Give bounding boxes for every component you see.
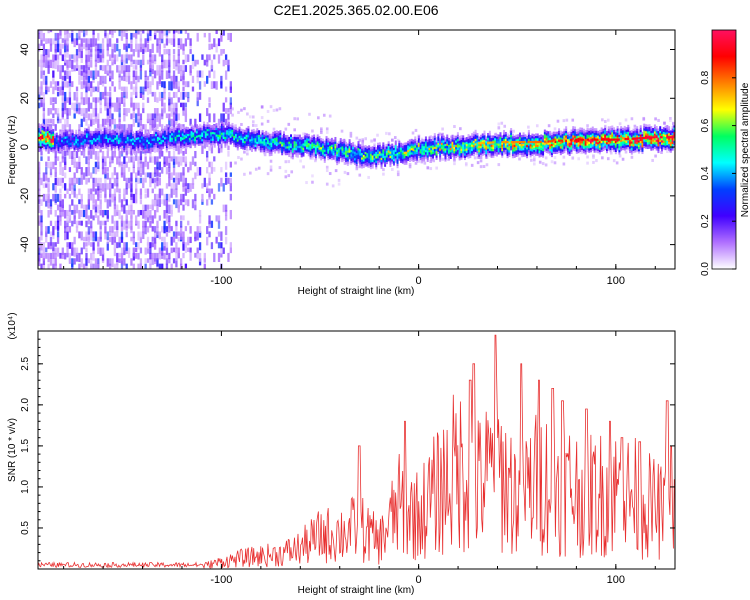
colorbar-tick-label: 0.8 (700, 70, 711, 84)
spectrogram-x-tick-label: -100 (210, 275, 232, 287)
snr-y-tick-label: 2.0 (20, 397, 31, 411)
snr-y-label: SNR (10 * v/v) (7, 418, 18, 482)
colorbar-tick-label: 0.2 (700, 214, 711, 228)
snr-y-tick-label: 1.0 (20, 480, 31, 494)
colorbar-gradient (711, 29, 737, 270)
spectrogram-y-tick-label: -20 (19, 188, 31, 204)
spectrogram-x-tick-label: 100 (607, 275, 625, 287)
snr-axes: -100 0 100 0.5 1.0 1.5 2.0 2.5 (20, 331, 675, 586)
spectrogram-y-tick-label: 40 (19, 43, 31, 55)
snr-y-tick-label: 2.5 (20, 356, 31, 370)
chart-title: C2E1.2025.365.02.00.E06 (273, 2, 438, 18)
spectrogram-y-tick-label: 0 (19, 144, 31, 150)
snr-x-tick-label: 100 (607, 574, 625, 586)
spectrogram-frame (37, 29, 676, 270)
snr-x-label: Height of straight line (km) (298, 585, 415, 596)
colorbar: 0.0 0.2 0.4 0.6 0.8 Normalized spectral ampl… (700, 29, 750, 276)
colorbar-label: Normalized spectral amplitude (740, 82, 750, 217)
colorbar-ticks: 0.0 0.2 0.4 0.6 0.8 (700, 70, 736, 276)
colorbar-tick-label: 0.4 (700, 166, 711, 180)
spectrogram-panel: -100 0 100 40 20 0 -20 -40 Height of straight l… (7, 29, 676, 297)
snr-series-line (38, 334, 675, 569)
spectrogram-y-tick-label: -40 (19, 237, 31, 253)
spectrogram-axes: -100 0 100 40 20 0 -20 -40 (19, 30, 675, 287)
snr-frame (37, 330, 676, 570)
spectrogram-y-tick-label: 20 (19, 92, 31, 104)
snr-panel: -100 0 100 0.5 1.0 1.5 2.0 2.5 (x10⁴) Height of… (7, 312, 676, 596)
snr-x-tick-label: -100 (210, 574, 232, 586)
snr-y-tick-label: 0.5 (20, 521, 31, 535)
spectrogram-y-label: Frequency (Hz) (7, 116, 18, 185)
snr-x-tick-label: 0 (416, 574, 422, 586)
colorbar-tick-label: 0.6 (700, 118, 711, 132)
spectrogram-heatmap (38, 30, 675, 269)
spectrogram-x-label: Height of straight line (km) (298, 286, 415, 297)
snr-y-tick-label: 1.5 (20, 439, 31, 453)
colorbar-tick-label: 0.0 (700, 262, 711, 276)
snr-plot-area (38, 331, 675, 569)
spectrogram-x-tick-label: 0 (416, 275, 422, 287)
snr-multiplier: (x10⁴) (7, 312, 18, 339)
